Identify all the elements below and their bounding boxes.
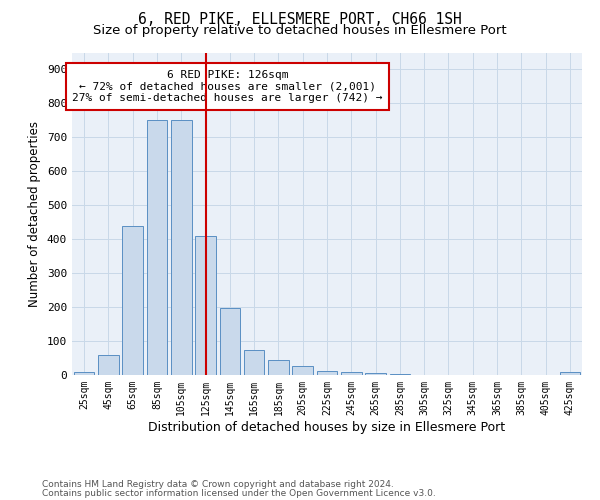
Bar [341,372,362,375]
Bar [268,360,289,375]
Bar [74,372,94,375]
Bar [560,372,580,375]
Bar [122,226,143,375]
Text: Contains public sector information licensed under the Open Government Licence v3: Contains public sector information licen… [42,488,436,498]
X-axis label: Distribution of detached houses by size in Ellesmere Port: Distribution of detached houses by size … [148,420,506,434]
Bar [98,356,119,375]
Y-axis label: Number of detached properties: Number of detached properties [28,120,41,306]
Bar [195,236,216,375]
Bar [389,374,410,375]
Text: 6 RED PIKE: 126sqm
← 72% of detached houses are smaller (2,001)
27% of semi-deta: 6 RED PIKE: 126sqm ← 72% of detached hou… [72,70,383,103]
Bar [220,308,240,375]
Text: 6, RED PIKE, ELLESMERE PORT, CH66 1SH: 6, RED PIKE, ELLESMERE PORT, CH66 1SH [138,12,462,28]
Bar [244,350,265,375]
Text: Size of property relative to detached houses in Ellesmere Port: Size of property relative to detached ho… [93,24,507,37]
Bar [292,366,313,375]
Text: Contains HM Land Registry data © Crown copyright and database right 2024.: Contains HM Land Registry data © Crown c… [42,480,394,489]
Bar [317,371,337,375]
Bar [171,120,191,375]
Bar [365,374,386,375]
Bar [146,120,167,375]
